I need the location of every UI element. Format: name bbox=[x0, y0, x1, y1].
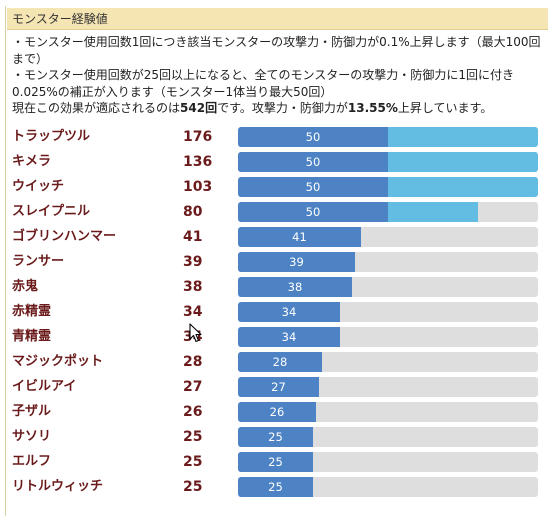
monster-name: 赤精霊 bbox=[12, 304, 52, 319]
use-count: 34 bbox=[183, 304, 203, 320]
use-count: 27 bbox=[183, 379, 203, 395]
monster-name: トラップツル bbox=[12, 129, 91, 144]
monster-row: イビルアイ 27 27 bbox=[12, 375, 542, 400]
progress-track: 38 bbox=[238, 277, 538, 297]
monster-name: スレイプニル bbox=[12, 204, 91, 219]
progress-fill: 34 bbox=[238, 327, 340, 347]
monster-row: ゴブリンハンマー 41 41 bbox=[12, 225, 542, 250]
use-count: 80 bbox=[183, 204, 203, 220]
use-count: 25 bbox=[183, 479, 203, 495]
progress-fill: 27 bbox=[238, 377, 319, 397]
progress-fill: 25 bbox=[238, 477, 313, 497]
monster-name: イビルアイ bbox=[12, 379, 77, 394]
use-count: 25 bbox=[183, 429, 203, 445]
progress-track: 25 bbox=[238, 477, 538, 497]
panel-title: モンスター経験値 bbox=[12, 12, 108, 26]
monster-name: キメラ bbox=[12, 154, 52, 169]
monster-name: ゴブリンハンマー bbox=[12, 229, 117, 244]
progress-track: 50 bbox=[238, 152, 538, 172]
progress-track: 50 bbox=[238, 127, 538, 147]
monster-name: エルフ bbox=[12, 454, 52, 469]
progress-track: 25 bbox=[238, 452, 538, 472]
progress-fill: 25 bbox=[238, 452, 313, 472]
monster-row: マジックポット 28 28 bbox=[12, 350, 542, 375]
progress-track: 39 bbox=[238, 252, 538, 272]
progress-fill: 41 bbox=[238, 227, 361, 247]
use-count: 26 bbox=[183, 404, 203, 420]
progress-fill: 25 bbox=[238, 427, 313, 447]
progress-fill: 50 bbox=[238, 202, 388, 222]
monster-row: 青精霊3434 bbox=[12, 325, 542, 350]
progress-track: 50 bbox=[238, 177, 538, 197]
progress-track: 34 bbox=[238, 302, 538, 322]
progress-track: 34 bbox=[238, 327, 538, 347]
use-count: 176 bbox=[183, 129, 213, 145]
progress-track: 41 bbox=[238, 227, 538, 247]
monster-exp-panel bbox=[5, 6, 549, 516]
bonus-fill bbox=[388, 177, 538, 197]
monster-row: サソリ 25 25 bbox=[12, 425, 542, 450]
bonus-fill bbox=[388, 127, 538, 147]
monster-name: サソリ bbox=[12, 429, 52, 444]
progress-fill: 50 bbox=[238, 152, 388, 172]
description-block: ・モンスター使用回数1回につき該当モンスターの攻撃力・防御力が0.1%上昇します… bbox=[12, 34, 546, 117]
use-count: 38 bbox=[183, 279, 203, 295]
summary-suffix: 上昇しています。 bbox=[397, 101, 493, 115]
summary-mid: です。攻撃力・防御力が bbox=[217, 101, 348, 115]
panel-header: モンスター経験値 bbox=[7, 8, 548, 30]
description-line-3: 現在この効果が適応されるのは542回です。攻撃力・防御力が13.55%上昇してい… bbox=[12, 100, 546, 117]
monster-row: エルフ 25 25 bbox=[12, 450, 542, 475]
progress-fill: 26 bbox=[238, 402, 316, 422]
monster-list: トラップツル 176 50 キメラ 136 50 ウイッチ 103 50 スレイプニル 80 50 ゴブ… bbox=[12, 125, 542, 500]
applied-count: 542回 bbox=[180, 101, 218, 115]
right-edge bbox=[548, 0, 554, 504]
bonus-fill bbox=[388, 202, 478, 222]
summary-prefix: 現在この効果が適応されるのは bbox=[12, 101, 181, 115]
progress-track: 25 bbox=[238, 427, 538, 447]
monster-name: 子ザル bbox=[12, 404, 52, 419]
bonus-percent: 13.55% bbox=[347, 101, 398, 115]
monster-row: リトルウィッチ 25 25 bbox=[12, 475, 542, 500]
monster-row: 赤鬼 38 38 bbox=[12, 275, 542, 300]
description-line-1: ・モンスター使用回数1回につき該当モンスターの攻撃力・防御力が0.1%上昇します… bbox=[12, 35, 541, 66]
use-count: 28 bbox=[183, 354, 203, 370]
progress-track: 50 bbox=[238, 202, 538, 222]
progress-fill: 34 bbox=[238, 302, 340, 322]
progress-fill: 39 bbox=[238, 252, 355, 272]
monster-row: スレイプニル 80 50 bbox=[12, 200, 542, 225]
monster-name: マジックポット bbox=[12, 354, 104, 369]
monster-row: トラップツル 176 50 bbox=[12, 125, 542, 150]
bonus-fill bbox=[388, 152, 538, 172]
monster-row: ウイッチ 103 50 bbox=[12, 175, 542, 200]
use-count: 41 bbox=[183, 229, 203, 245]
monster-row: キメラ 136 50 bbox=[12, 150, 542, 175]
use-count: 25 bbox=[183, 454, 203, 470]
description-line-2: ・モンスター使用回数が25回以上になると、全てのモンスターの攻撃力・防御力に1回… bbox=[12, 68, 514, 99]
use-count: 136 bbox=[183, 154, 213, 170]
progress-fill: 50 bbox=[238, 127, 388, 147]
monster-name: ランサー bbox=[12, 254, 65, 269]
progress-track: 28 bbox=[238, 352, 538, 372]
use-count: 39 bbox=[183, 254, 203, 270]
monster-row: 赤精霊 34 34 bbox=[12, 300, 542, 325]
monster-row: ランサー 39 39 bbox=[12, 250, 542, 275]
monster-name: 青精霊 bbox=[12, 329, 52, 344]
use-count: 103 bbox=[183, 179, 213, 195]
monster-name: ウイッチ bbox=[12, 179, 65, 194]
monster-name: 赤鬼 bbox=[12, 279, 39, 294]
progress-fill: 38 bbox=[238, 277, 352, 297]
progress-fill: 28 bbox=[238, 352, 322, 372]
progress-track: 27 bbox=[238, 377, 538, 397]
progress-track: 26 bbox=[238, 402, 538, 422]
progress-fill: 50 bbox=[238, 177, 388, 197]
mouse-cursor-icon bbox=[189, 323, 202, 343]
monster-row: 子ザル 26 26 bbox=[12, 400, 542, 425]
monster-name: リトルウィッチ bbox=[12, 479, 104, 494]
